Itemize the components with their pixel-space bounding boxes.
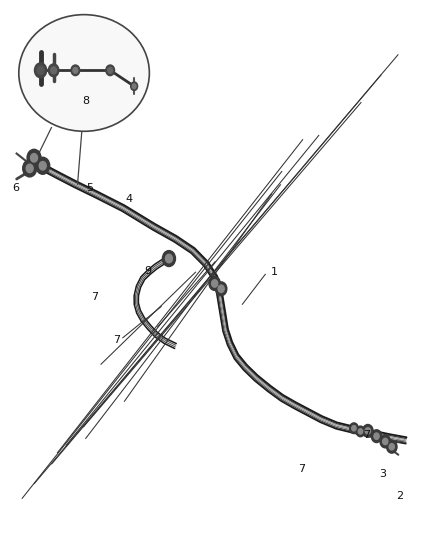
Circle shape — [108, 67, 113, 73]
Circle shape — [209, 277, 220, 290]
Circle shape — [374, 433, 379, 439]
Circle shape — [383, 438, 388, 445]
Circle shape — [162, 251, 176, 266]
Circle shape — [132, 84, 136, 88]
Circle shape — [131, 82, 138, 91]
Text: 3: 3 — [379, 470, 386, 479]
Circle shape — [363, 424, 373, 437]
Text: 8: 8 — [83, 96, 90, 106]
Text: 7: 7 — [363, 430, 370, 440]
Text: 9: 9 — [145, 266, 152, 276]
Circle shape — [36, 157, 49, 174]
Text: 7: 7 — [298, 464, 305, 474]
Circle shape — [358, 429, 363, 434]
Circle shape — [218, 285, 224, 293]
Circle shape — [212, 280, 218, 287]
Circle shape — [71, 65, 80, 76]
Circle shape — [73, 67, 78, 73]
Circle shape — [27, 149, 41, 166]
Circle shape — [365, 427, 371, 434]
Circle shape — [350, 423, 358, 433]
Circle shape — [35, 63, 47, 78]
Circle shape — [106, 65, 115, 76]
Text: 4: 4 — [125, 193, 133, 204]
Circle shape — [389, 443, 394, 450]
Circle shape — [387, 440, 397, 453]
Circle shape — [215, 282, 227, 296]
Circle shape — [48, 64, 59, 77]
Ellipse shape — [19, 14, 149, 131]
Circle shape — [51, 67, 57, 74]
Circle shape — [23, 160, 37, 177]
Circle shape — [166, 254, 173, 263]
Circle shape — [352, 425, 356, 431]
Text: 7: 7 — [92, 292, 99, 302]
Circle shape — [31, 154, 38, 162]
Text: 2: 2 — [396, 490, 403, 500]
Circle shape — [39, 161, 46, 170]
Circle shape — [371, 430, 382, 442]
Text: 1: 1 — [271, 267, 278, 277]
Circle shape — [380, 435, 391, 448]
Text: 7: 7 — [113, 335, 120, 345]
Circle shape — [37, 66, 44, 75]
Circle shape — [356, 426, 365, 437]
Circle shape — [26, 164, 33, 173]
Text: 5: 5 — [86, 183, 93, 193]
Text: 6: 6 — [12, 183, 19, 193]
